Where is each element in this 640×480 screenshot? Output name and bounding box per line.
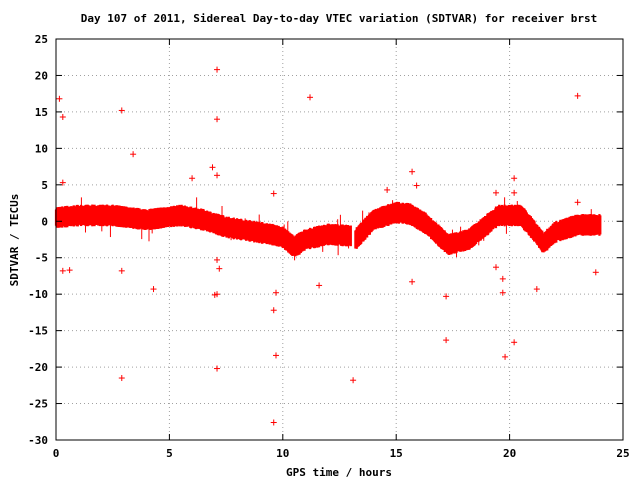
- data-point: [270, 307, 277, 314]
- data-point: [384, 186, 391, 193]
- y-tick-label: -15: [28, 325, 48, 338]
- data-point: [413, 182, 420, 189]
- data-point: [499, 289, 506, 296]
- y-tick-label: 5: [41, 179, 48, 192]
- data-band: [354, 197, 602, 258]
- data-point: [66, 267, 73, 274]
- data-point: [511, 189, 518, 196]
- y-tick-label: 20: [35, 69, 48, 82]
- data-point: [214, 172, 221, 179]
- x-tick-label: 25: [616, 447, 629, 460]
- data-point: [499, 275, 506, 282]
- data-point: [511, 339, 518, 346]
- data-point: [214, 66, 221, 73]
- data-point: [56, 95, 63, 102]
- x-tick-label: 15: [390, 447, 403, 460]
- plot-frame: [55, 38, 624, 441]
- data-point: [592, 269, 599, 276]
- data-point: [511, 175, 518, 182]
- data-point: [209, 164, 216, 171]
- data-point: [574, 199, 581, 206]
- data-point: [214, 256, 221, 263]
- data-point: [350, 377, 357, 384]
- data-point: [409, 278, 416, 285]
- x-tick-label: 0: [53, 447, 60, 460]
- data-point: [216, 265, 223, 272]
- data-band: [54, 197, 352, 261]
- y-tick-label: 0: [41, 215, 48, 228]
- y-tick-label: 15: [35, 106, 48, 119]
- data-point: [214, 291, 221, 298]
- data-point: [533, 286, 540, 293]
- y-axis-label: SDTVAR / TECUs: [8, 194, 21, 287]
- axis-ticks: 0 5 10 15 20 25 -30 -25 -20 -15 -10 -5 0 5 10 15 20 25: [28, 33, 630, 460]
- data-point: [59, 267, 66, 274]
- data-points: [54, 66, 602, 426]
- y-tick-label: -30: [28, 434, 48, 447]
- x-tick-label: 20: [503, 447, 516, 460]
- data-point: [272, 289, 279, 296]
- data-point: [150, 286, 157, 293]
- data-point: [409, 168, 416, 175]
- data-point: [270, 190, 277, 197]
- chart-title: Day 107 of 2011, Sidereal Day-to-day VTE…: [81, 12, 598, 25]
- y-tick-label: -20: [28, 361, 48, 374]
- y-tick-label: 25: [35, 33, 48, 46]
- data-point: [272, 352, 279, 359]
- data-point: [118, 267, 125, 274]
- data-point: [502, 353, 509, 360]
- data-point: [492, 189, 499, 196]
- data-point: [574, 92, 581, 99]
- y-tick-label: -5: [35, 252, 48, 265]
- data-point: [214, 116, 221, 123]
- y-tick-label: -25: [28, 398, 48, 411]
- data-point: [118, 107, 125, 114]
- data-point: [118, 375, 125, 382]
- data-point: [307, 94, 314, 101]
- x-tick-label: 5: [166, 447, 173, 460]
- data-point: [443, 293, 450, 300]
- y-tick-label: 10: [35, 142, 48, 155]
- y-tick-label: -10: [28, 288, 48, 301]
- data-point: [270, 419, 277, 426]
- data-point: [130, 151, 137, 158]
- x-tick-label: 10: [276, 447, 289, 460]
- data-point: [189, 175, 196, 182]
- data-point: [214, 365, 221, 372]
- data-point: [316, 282, 323, 289]
- data-point: [59, 179, 66, 186]
- data-point: [492, 264, 499, 271]
- x-axis-label: GPS time / hours: [286, 466, 392, 479]
- data-point: [59, 114, 66, 121]
- data-point: [443, 337, 450, 344]
